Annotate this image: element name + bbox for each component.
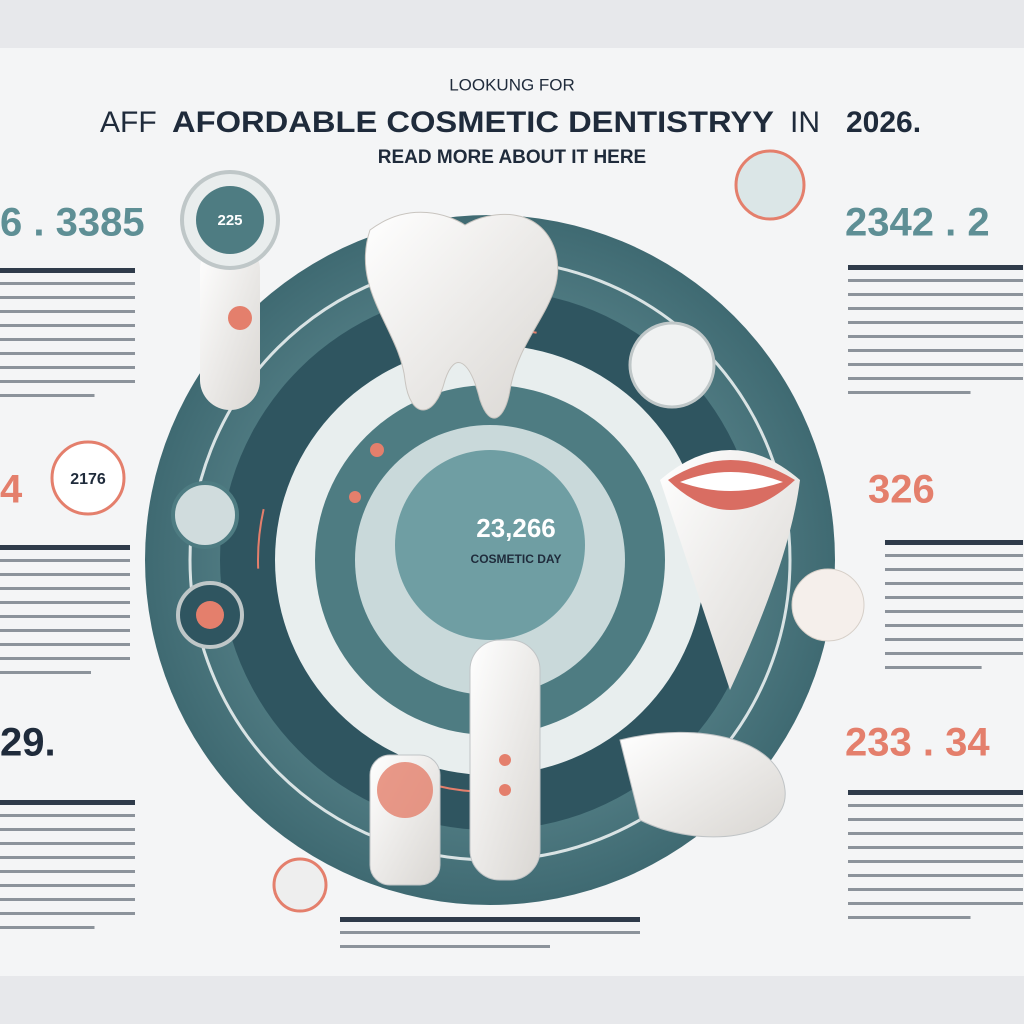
text-line xyxy=(885,582,1023,585)
handpiece xyxy=(171,149,865,913)
text-line xyxy=(0,643,130,646)
text-line xyxy=(0,615,130,618)
text-line xyxy=(0,268,135,273)
text-line xyxy=(0,545,130,550)
text-line xyxy=(848,265,1023,270)
text-line xyxy=(0,282,135,285)
stat-left-top: 6 . 3385 xyxy=(0,201,145,245)
title-lead: AFF xyxy=(100,106,157,139)
tooth xyxy=(364,211,559,419)
smile-device xyxy=(660,450,800,690)
text-line xyxy=(848,349,1023,352)
text-line xyxy=(0,926,95,929)
text-line xyxy=(0,366,135,369)
text-line xyxy=(0,870,135,873)
text-line xyxy=(848,902,1023,905)
text-line xyxy=(0,884,135,887)
text-line xyxy=(885,554,1023,557)
text-line xyxy=(0,814,135,817)
text-line xyxy=(848,846,1023,849)
text-line xyxy=(848,804,1023,807)
text-line xyxy=(0,800,135,805)
text-line xyxy=(885,596,1023,599)
text-line xyxy=(0,573,130,576)
text-line xyxy=(848,832,1023,835)
eyebrow: LOOKUNG FOR xyxy=(449,75,575,94)
text-line xyxy=(0,898,135,901)
text-line xyxy=(0,380,135,383)
text-line xyxy=(885,610,1023,613)
text-line xyxy=(0,842,135,845)
text-line xyxy=(848,860,1023,863)
text-line xyxy=(848,363,1023,366)
text-line xyxy=(885,652,1023,655)
text-line xyxy=(0,601,130,604)
stat-badge-ring xyxy=(50,440,126,516)
text-line xyxy=(0,828,135,831)
text-line xyxy=(0,352,135,355)
text-line xyxy=(340,917,640,922)
text-line xyxy=(848,279,1023,282)
text-line xyxy=(0,912,135,915)
text-line xyxy=(340,931,640,934)
subtitle: READ MORE ABOUT IT HERE xyxy=(378,147,646,168)
text-line xyxy=(885,540,1023,545)
title-year: 2026. xyxy=(846,106,921,139)
text-line xyxy=(848,321,1023,324)
text-line xyxy=(848,391,971,394)
text-line xyxy=(848,916,971,919)
stat-right-bottom: 233 . 34 xyxy=(845,721,990,765)
text-line xyxy=(885,568,1023,571)
text-line xyxy=(885,666,982,669)
text-line xyxy=(0,394,95,397)
stat-left-badge: 2176 xyxy=(70,471,106,488)
text-line xyxy=(340,945,550,948)
teeth xyxy=(680,472,783,491)
title-in: IN xyxy=(790,106,820,139)
badge-number: 23,266 xyxy=(476,513,556,543)
text-line xyxy=(848,335,1023,338)
text-line xyxy=(0,559,130,562)
stat-right-mid: 326 xyxy=(868,468,935,512)
stat-right-top: 2342 . 2 xyxy=(845,201,990,245)
text-line xyxy=(848,307,1023,310)
stat-left-mid: 4 xyxy=(0,468,23,512)
central-rings xyxy=(145,215,835,905)
text-line xyxy=(0,310,135,313)
badge-caption: COSMETIC DAY xyxy=(471,552,562,566)
text-line xyxy=(848,888,1023,891)
text-line xyxy=(848,818,1023,821)
text-line xyxy=(848,377,1023,380)
text-line xyxy=(0,296,135,299)
dial-device xyxy=(180,170,280,410)
text-line xyxy=(0,856,135,859)
title: AFORDABLE COSMETIC DENTISTRYY xyxy=(172,106,774,139)
text-line xyxy=(848,874,1023,877)
stat-left-bottom: 29. xyxy=(0,721,56,765)
text-line xyxy=(0,629,130,632)
filler-text-lines xyxy=(0,265,1023,948)
text-line xyxy=(848,790,1023,795)
text-line xyxy=(885,624,1023,627)
dial-number: 225 xyxy=(217,212,242,229)
text-line xyxy=(0,671,91,674)
text-line xyxy=(848,293,1023,296)
text-line xyxy=(0,587,130,590)
text-line xyxy=(0,338,135,341)
text-line xyxy=(0,324,135,327)
text-line xyxy=(885,638,1023,641)
text-line xyxy=(0,657,130,660)
